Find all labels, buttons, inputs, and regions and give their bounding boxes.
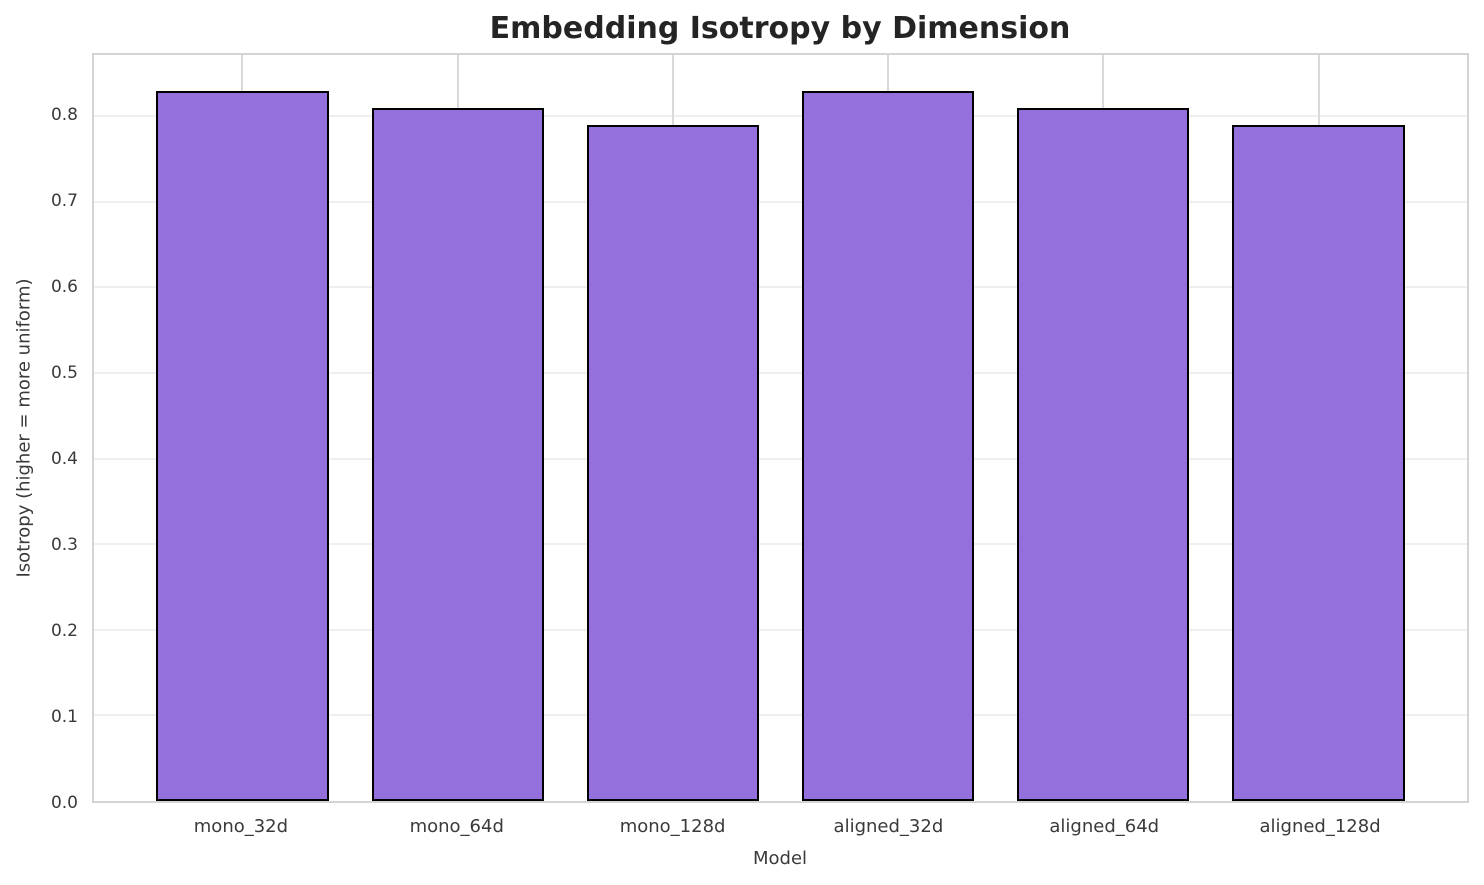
gridline-horizontal (94, 714, 1467, 717)
bar-mono_128d (586, 124, 759, 801)
bar-aligned_32d (802, 90, 975, 801)
y-tick-label: 0.3 (50, 534, 78, 555)
gridline-horizontal (94, 115, 1467, 118)
gridline-horizontal (94, 457, 1467, 460)
bar-mono_64d (371, 107, 544, 801)
bar-aligned_64d (1017, 107, 1190, 801)
gridline-horizontal (94, 200, 1467, 203)
x-tick-label-mono_128d: mono_128d (619, 816, 726, 837)
x-tick-label-mono_64d: mono_64d (409, 816, 504, 837)
y-tick-label: 0.1 (50, 706, 78, 727)
bar-mono_32d (156, 90, 329, 801)
chart-title: Embedding Isotropy by Dimension (489, 11, 1071, 46)
x-tick-label-mono_32d: mono_32d (193, 816, 289, 837)
x-tick-label-aligned_64d: aligned_64d (1049, 816, 1160, 837)
y-axis-label: Isotropy (higher = more uniform) (13, 278, 35, 578)
y-tick-label: 0.8 (50, 104, 78, 125)
x-axis-label: Model (752, 848, 808, 869)
y-tick-label: 0.7 (50, 190, 78, 211)
bar-aligned_128d (1232, 124, 1405, 801)
gridline-horizontal (94, 286, 1467, 289)
y-tick-label: 0.6 (50, 276, 78, 297)
x-tick-label-aligned_128d: aligned_128d (1259, 816, 1381, 837)
gridline-horizontal (94, 372, 1467, 374)
gridline-horizontal (94, 628, 1467, 631)
y-tick-label: 0.2 (50, 620, 78, 641)
y-tick-label: 0.5 (50, 362, 78, 383)
x-tick-label-aligned_32d: aligned_32d (833, 816, 944, 837)
plot-area (92, 53, 1469, 803)
gridline-horizontal (94, 543, 1467, 546)
y-tick-label: 0.4 (50, 448, 78, 469)
y-tick-label: 0.0 (50, 793, 78, 813)
